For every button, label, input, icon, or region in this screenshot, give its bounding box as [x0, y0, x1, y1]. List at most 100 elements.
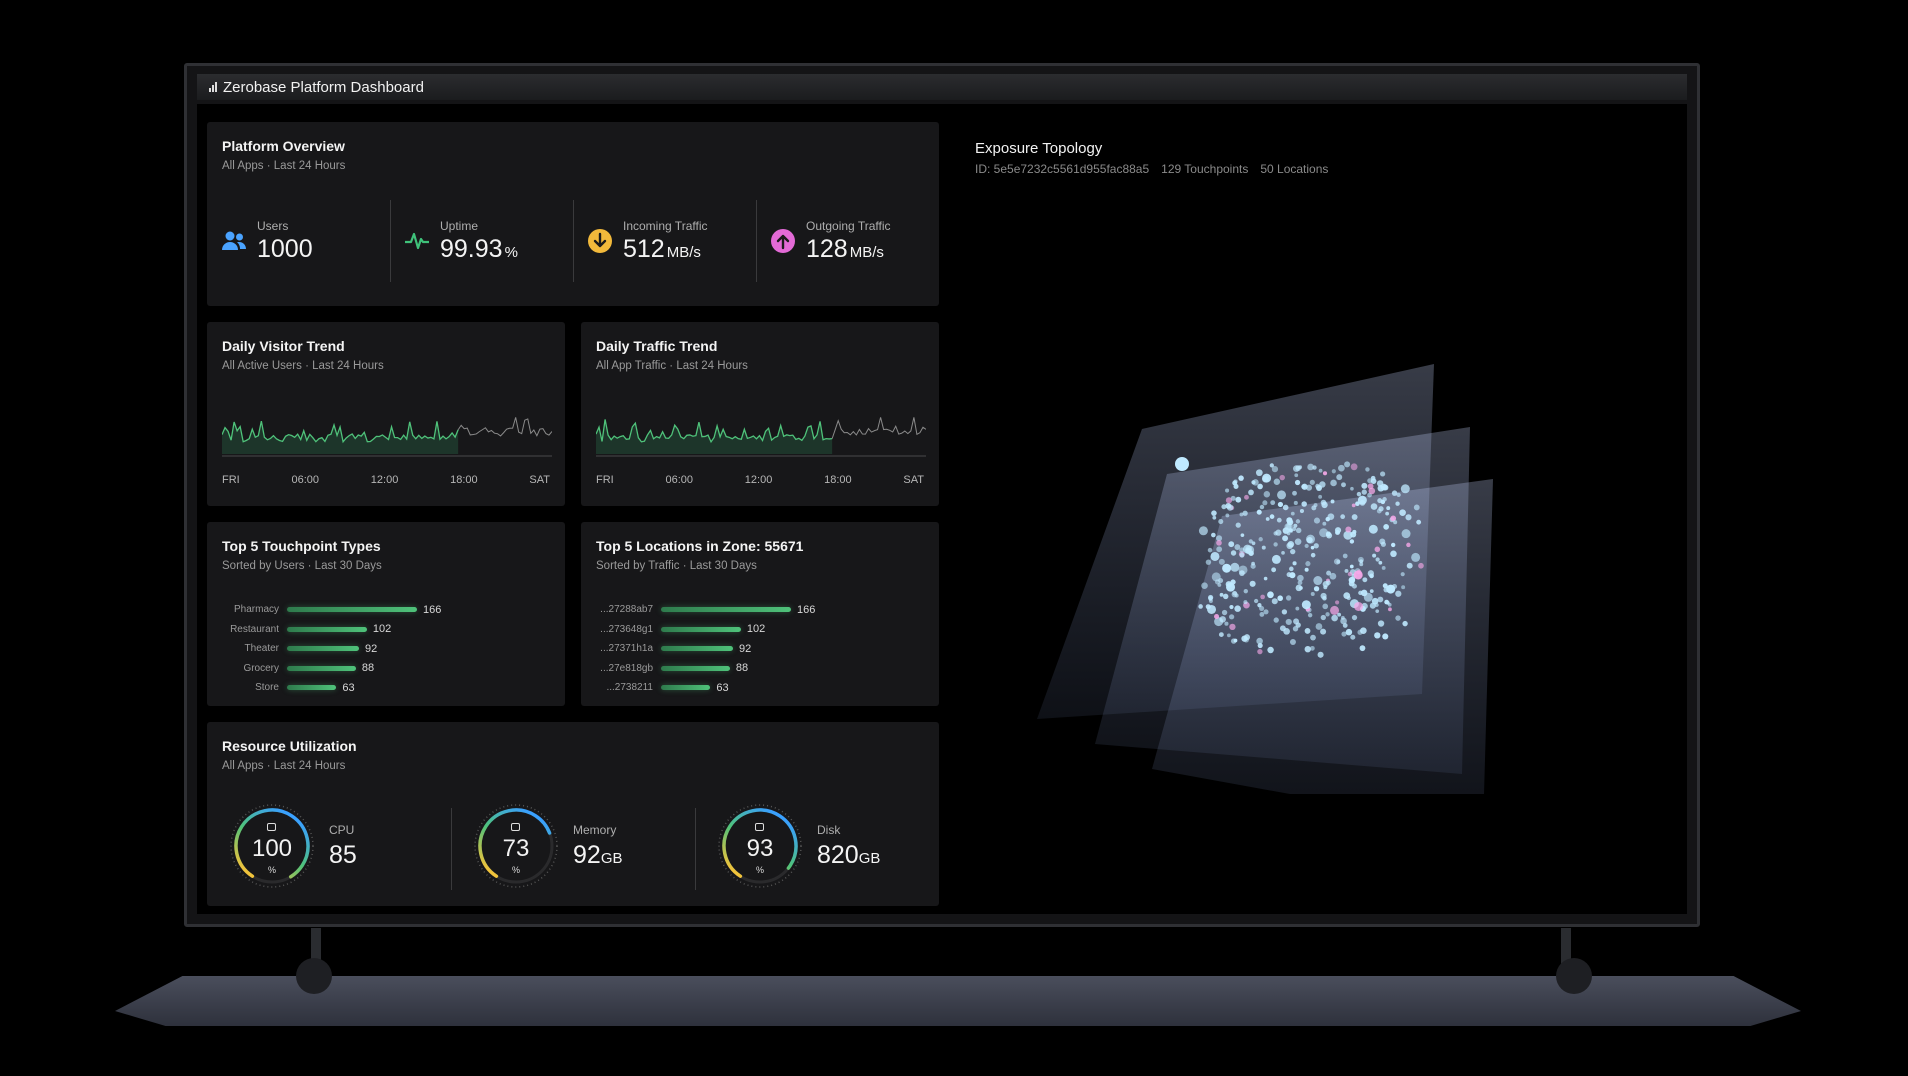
topology-node	[1290, 511, 1295, 516]
ring-gauge-arc	[474, 804, 558, 888]
gauge-label: Memory	[573, 822, 617, 837]
topology-node	[1271, 554, 1281, 564]
topology-node	[1299, 586, 1303, 590]
topology-node	[1400, 484, 1410, 494]
bar-label: ...2738211	[606, 682, 653, 694]
topology-node	[1205, 604, 1211, 610]
bar-label: Restaurant	[230, 623, 279, 635]
topology-node	[1281, 551, 1285, 555]
bar-value: 88	[735, 662, 749, 675]
topology-node	[1368, 487, 1376, 495]
topology-node	[1401, 585, 1406, 590]
topology-node	[1310, 592, 1315, 597]
topology-node	[1359, 645, 1366, 652]
kpi-number: 1000	[257, 234, 313, 263]
ring-value: 93	[746, 835, 774, 862]
topology-node	[1227, 633, 1231, 638]
topology-node	[1261, 545, 1266, 550]
topology-node	[1230, 562, 1240, 572]
bar-track: 63	[661, 682, 924, 694]
topology-node	[1205, 559, 1212, 565]
topology-node	[1310, 545, 1315, 550]
tick-label: 18:00	[824, 474, 852, 486]
tick-label: SAT	[529, 474, 550, 486]
kpi-label: Users	[257, 218, 289, 233]
ring-gauge-arc	[718, 804, 802, 888]
tick-label: 12:00	[744, 474, 773, 486]
gauge-number: 85	[329, 840, 357, 869]
bar-fill	[661, 626, 741, 632]
topology-node	[1258, 537, 1263, 542]
topology-node	[1313, 503, 1318, 508]
bar-value: 102	[746, 623, 766, 636]
topology-node	[1372, 553, 1377, 558]
kpi-number: 99.93	[440, 234, 503, 263]
topology-node	[1259, 605, 1265, 611]
disk-icon	[755, 823, 764, 831]
topology-node	[1371, 597, 1379, 605]
bar-label: ...273648g1	[600, 623, 653, 635]
gauge-cpu: 100 % CPU 85	[207, 796, 451, 896]
topology-node	[1259, 504, 1265, 510]
exposure-topology-visual[interactable]	[1017, 234, 1537, 794]
topology-node	[1265, 517, 1270, 521]
bar-track: 88	[661, 662, 924, 674]
bar-row: ...273648g1 102	[591, 620, 924, 640]
topology-node	[1279, 474, 1285, 481]
topology-node	[1211, 510, 1217, 516]
topology-node	[1221, 504, 1227, 510]
topology-node	[1249, 580, 1256, 587]
topology-node	[1270, 500, 1276, 506]
topology-node	[1400, 572, 1405, 577]
topology-node	[1320, 614, 1326, 621]
topology-node	[1349, 564, 1354, 569]
topology-node	[1289, 529, 1294, 533]
topology-node	[1294, 538, 1302, 545]
card-title: Top 5 Touchpoint Types	[222, 538, 381, 554]
cpu-icon	[267, 823, 276, 831]
topology-node	[1395, 501, 1400, 506]
topology-node	[1289, 572, 1296, 579]
topology-node	[1310, 645, 1315, 651]
bar-track: 88	[287, 662, 550, 674]
topology-node	[1349, 539, 1355, 544]
topology-node	[1290, 548, 1296, 555]
gauge-number: 92	[573, 840, 601, 869]
gauge-unit: GB	[600, 849, 623, 867]
gauge-label: Disk	[817, 822, 841, 837]
topology-node	[1277, 595, 1283, 602]
topology-node	[1285, 595, 1292, 601]
kpi-uptime: Uptime 99.93%	[390, 200, 573, 282]
topology-node	[1218, 632, 1224, 637]
topology-node	[1208, 594, 1214, 601]
topology-node	[1271, 466, 1279, 473]
topology-node	[1344, 568, 1349, 573]
ring-unit: %	[267, 865, 276, 875]
topology-node	[1326, 570, 1332, 576]
kpi-number: 128	[806, 234, 848, 263]
topology-node	[1242, 510, 1248, 516]
topology-node	[1395, 590, 1402, 597]
topology-node	[1402, 620, 1408, 627]
topology-node	[1307, 612, 1313, 618]
sparkline-line	[222, 421, 459, 444]
topology-node	[1382, 633, 1389, 640]
card-subtitle: All Apps · Last 24 Hours	[222, 160, 346, 172]
bar-row: ...27288ab7 166	[591, 600, 924, 620]
topology-node	[1233, 483, 1239, 489]
topology-node	[1387, 602, 1392, 607]
window-title: Zerobase Platform Dashboard	[223, 78, 424, 96]
topology-node	[1345, 628, 1353, 636]
topology-node	[1225, 488, 1230, 493]
topology-node	[1391, 490, 1398, 496]
topology-node	[1273, 617, 1279, 623]
topology-node	[1273, 531, 1278, 536]
bar-value: 166	[423, 603, 442, 616]
topology-node	[1304, 628, 1311, 634]
bar-value: 166	[797, 603, 816, 616]
traffic-trend-sparkline	[596, 417, 926, 457]
topology-node	[1230, 550, 1237, 556]
topology-node	[1350, 634, 1356, 640]
topology-node	[1301, 600, 1311, 610]
topology-node	[1299, 509, 1305, 514]
